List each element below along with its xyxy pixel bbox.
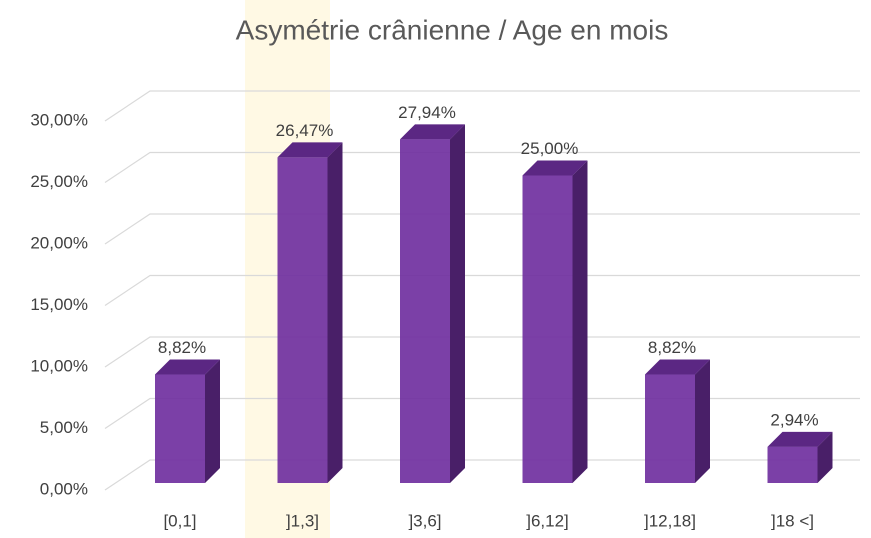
bar-top: [155, 359, 220, 375]
bar-side-shade: [817, 431, 833, 483]
bar-side-shade: [572, 160, 588, 483]
bar-top: [645, 359, 710, 375]
bar: [522, 175, 573, 483]
bar: [767, 446, 818, 483]
bar-side-shade: [695, 359, 710, 483]
bar-side: [205, 359, 220, 483]
bar-side: [327, 142, 343, 483]
bar-side: [572, 160, 588, 483]
bar-top-shade: [767, 431, 833, 447]
x-tick-label: ]12,18]: [644, 511, 696, 530]
data-label: 8,82%: [158, 338, 206, 357]
bar: [277, 157, 328, 483]
bar: [400, 139, 450, 483]
grid-line: [104, 397, 860, 429]
y-tick-label: 25,00%: [30, 172, 88, 191]
bar-side-shade: [450, 124, 465, 483]
bar-side-shade: [205, 359, 220, 483]
y-tick-label: 20,00%: [30, 233, 88, 252]
data-label: 26,47%: [276, 121, 334, 140]
grid-line: [104, 90, 860, 122]
bar: [155, 374, 205, 483]
grid-line: [104, 274, 860, 306]
bar-top-shade: [522, 160, 588, 176]
x-tick-label: ]6,12]: [526, 511, 569, 530]
bar-top-shade: [277, 142, 343, 158]
bar-side: [695, 359, 710, 483]
bar-top: [277, 142, 343, 158]
bar-side: [450, 124, 465, 483]
grid-line: [104, 336, 860, 368]
y-tick-label: 10,00%: [30, 356, 88, 375]
data-label: 27,94%: [398, 103, 456, 122]
data-label: 2,94%: [770, 410, 818, 429]
x-tick-label: [0,1]: [163, 511, 196, 530]
bar-top: [522, 160, 588, 176]
x-tick-label: ]18 <]: [771, 511, 814, 530]
grid-line: [104, 151, 860, 183]
x-tick-label: ]1,3]: [286, 511, 319, 530]
grid-line: [104, 213, 860, 245]
y-tick-label: 30,00%: [30, 110, 88, 129]
bar-top-shade: [155, 359, 220, 375]
bar-side-shade: [327, 142, 343, 483]
chart-title: Asymétrie crânienne / Age en mois: [236, 14, 669, 45]
y-tick-label: 5,00%: [40, 418, 88, 437]
data-label: 25,00%: [521, 139, 579, 158]
bar: [645, 374, 695, 483]
x-tick-label: ]3,6]: [408, 511, 441, 530]
y-tick-label: 0,00%: [40, 479, 88, 498]
grid-line: [104, 459, 860, 491]
bar-top-shade: [400, 124, 465, 140]
bar-top: [400, 124, 465, 140]
data-label: 8,82%: [648, 338, 696, 357]
bar-top-shade: [645, 359, 710, 375]
y-tick-label: 15,00%: [30, 295, 88, 314]
bar-side: [817, 431, 833, 483]
bar-top: [767, 431, 833, 447]
